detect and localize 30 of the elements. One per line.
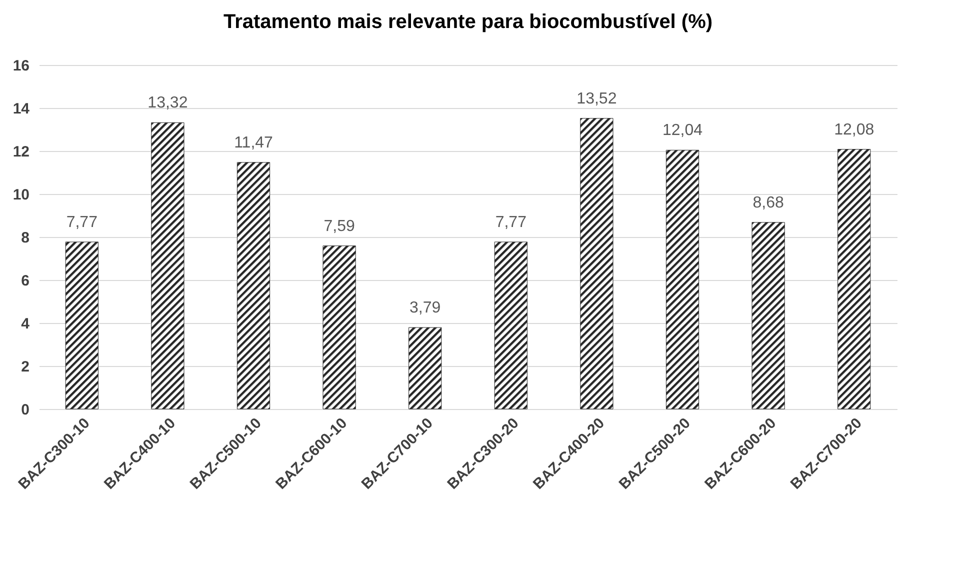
data-label: 7,77 xyxy=(66,214,98,231)
data-label: 13,52 xyxy=(576,90,617,108)
data-label: 7,77 xyxy=(495,214,527,231)
data-label: 11,47 xyxy=(234,134,274,152)
chart-title: Tratamento mais relevante para biocombustível (%) xyxy=(223,11,713,33)
data-label: 12,08 xyxy=(834,121,874,138)
bar xyxy=(236,162,270,410)
y-tick-label: 10 xyxy=(12,186,30,204)
y-tick-label: 8 xyxy=(21,230,30,246)
bar xyxy=(752,222,785,410)
y-tick-label: 16 xyxy=(12,58,30,74)
bar xyxy=(322,246,356,410)
bar xyxy=(838,149,871,410)
bar xyxy=(666,150,700,410)
data-label: 3,79 xyxy=(410,300,441,317)
y-tick-label: 12 xyxy=(12,144,30,160)
y-tick-label: 14 xyxy=(12,100,30,118)
bar xyxy=(408,327,442,410)
y-tick-label: 6 xyxy=(21,272,30,290)
y-tick-label: 0 xyxy=(21,402,30,418)
y-tick-label: 2 xyxy=(21,358,30,376)
data-label: 8,68 xyxy=(752,194,784,212)
data-label: 13,32 xyxy=(148,94,188,112)
bar xyxy=(65,242,98,410)
data-label: 12,04 xyxy=(662,122,703,140)
bar xyxy=(151,122,184,410)
data-label: 7,59 xyxy=(324,218,355,235)
bar xyxy=(580,118,614,410)
y-tick-label: 4 xyxy=(21,316,30,332)
bar xyxy=(494,242,528,410)
